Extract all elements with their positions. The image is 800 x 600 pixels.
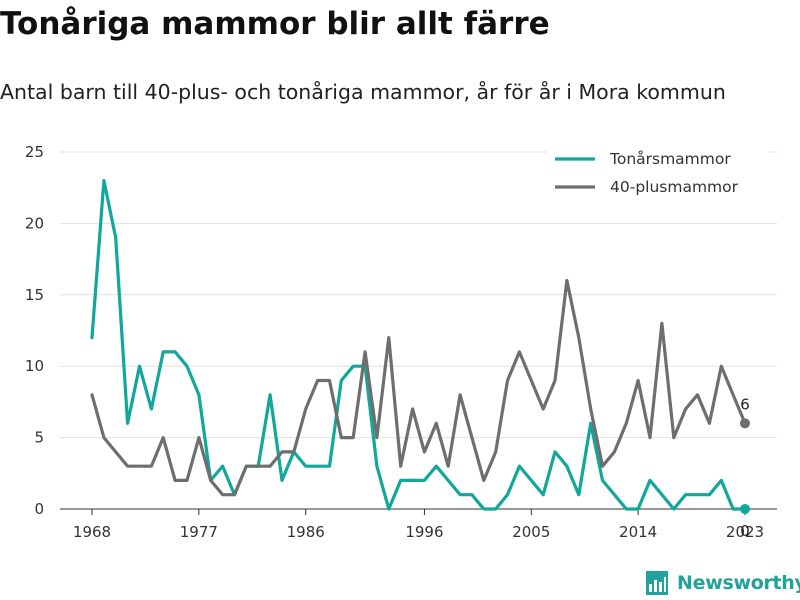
end-marker (740, 504, 750, 514)
series-line-tonårsmammor (90, 179, 747, 511)
newsworthy-logo-icon (646, 571, 668, 595)
x-tick-label: 1968 (73, 523, 111, 541)
legend-label: 40-plusmammor (610, 178, 739, 196)
x-tick-label: 2023 (726, 523, 764, 541)
chart-subtitle: Antal barn till 40-plus- och tonåriga ma… (0, 80, 726, 104)
x-tick-label: 1977 (180, 523, 218, 541)
x-tick-label: 2005 (512, 523, 550, 541)
y-tick-label: 5 (34, 429, 44, 447)
x-tick-label: 1996 (405, 523, 443, 541)
series-lines (90, 179, 747, 511)
y-tick-label: 25 (25, 143, 44, 161)
end-label: 6 (740, 395, 750, 413)
x-tick-label: 2014 (619, 523, 657, 541)
y-tick-label: 15 (25, 286, 44, 304)
chart-title: Tonåriga mammor blir allt färre (0, 6, 550, 42)
legend-bg (547, 144, 769, 169)
axes: 0 5 10 15 20 25 1968 1977 1986 1996 2005 2014 2023 (25, 143, 777, 541)
end-labels: 60 (740, 395, 750, 540)
legend-label: Tonårsmammor (609, 150, 731, 168)
line-chart: 0 5 10 15 20 25 1968 1977 1986 1996 2005 2014 2023 T… (25, 143, 777, 541)
end-label: 0 (740, 522, 750, 540)
y-tick-label: 20 (25, 214, 44, 232)
end-marker (740, 418, 750, 429)
newsworthy-brand: Newsworthy (644, 568, 800, 598)
y-tick-label: 0 (34, 500, 44, 518)
series-line-40-plusmammor (90, 278, 747, 497)
y-tick-label: 10 (25, 357, 44, 375)
legend: Tonårsmammor 40-plusmammor (547, 144, 769, 197)
brand-name: Newsworthy (677, 572, 800, 594)
x-tick-label: 1986 (287, 523, 325, 541)
legend-bg (547, 172, 769, 197)
